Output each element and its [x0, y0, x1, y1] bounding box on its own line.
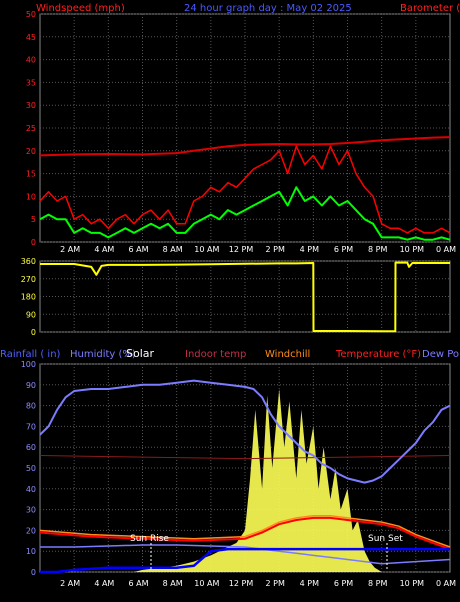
- graph-title: 24 hour graph day : May 02 2025: [184, 3, 352, 14]
- y-tick-label: 35: [26, 78, 36, 87]
- y-tick-label: 360: [21, 257, 36, 266]
- y-tick-label: 50: [26, 464, 36, 473]
- x-tick-label: 8 AM: [163, 579, 183, 588]
- wind-direction-line: [40, 261, 450, 333]
- solar-area: [40, 389, 450, 572]
- y-tick-label: 40: [26, 485, 36, 494]
- x-tick-label: 4 AM: [94, 579, 114, 588]
- y-tick-label: 0: [31, 328, 36, 337]
- x-tick-label: 8 AM: [163, 245, 183, 254]
- x-tick-label: 6 AM: [128, 579, 148, 588]
- sunset-label: Sun Set: [368, 534, 403, 544]
- y-tick-label: 45: [26, 33, 36, 42]
- legend-windchill: Windchill: [265, 349, 310, 360]
- y-tick-label: 25: [26, 124, 36, 133]
- y-tick-label: 180: [21, 293, 36, 302]
- y-tick-label: 10: [26, 547, 36, 556]
- y-tick-label: 70: [26, 422, 36, 431]
- x-tick-label: 8 PM: [368, 245, 387, 254]
- y-tick-label: 20: [26, 147, 36, 156]
- sunrise-label: Sun Rise: [130, 534, 169, 544]
- barometer-axis-title: Barometer (: [400, 3, 460, 14]
- x-tick-label: 12 PM: [229, 245, 254, 254]
- x-tick-label: 8 PM: [368, 579, 387, 588]
- x-tick-label: 10 AM: [194, 245, 219, 254]
- legend-dew-point: Dew Po: [422, 349, 459, 360]
- x-tick-label: 2 PM: [265, 579, 284, 588]
- x-tick-label: 12 PM: [229, 579, 254, 588]
- legend-humidity: Humidity (%): [70, 349, 136, 360]
- y-tick-label: 60: [26, 443, 36, 452]
- x-tick-label: 2 PM: [265, 245, 284, 254]
- rainfall-line: [40, 547, 450, 574]
- x-tick-label: 4 PM: [300, 245, 319, 254]
- y-tick-label: 270: [21, 275, 36, 284]
- y-tick-label: 10: [26, 192, 36, 201]
- x-tick-label: 4 PM: [300, 579, 319, 588]
- wind-average-line: [39, 186, 451, 241]
- dew-point-line: [40, 544, 451, 565]
- y-tick-label: 80: [26, 402, 36, 411]
- legend-rainfall: Rainfall ( in): [0, 349, 61, 360]
- y-tick-label: 5: [31, 215, 36, 224]
- y-tick-label: 40: [26, 56, 36, 65]
- temperature-line: [39, 516, 451, 551]
- indoor-temp-line: [39, 455, 451, 460]
- x-tick-label: 6 PM: [334, 579, 353, 588]
- y-tick-label: 30: [26, 101, 36, 110]
- data-series: [39, 136, 451, 574]
- x-tick-label: 10 PM: [400, 245, 425, 254]
- barometer-line: [39, 136, 451, 157]
- y-tick-label: 90: [26, 381, 36, 390]
- axis-ticks: 0 5 10 15 20 25 30 35 40 45 50 2 AM 4 AM 6 AM 8 AM 10 A…: [21, 10, 456, 588]
- windchill-line: [39, 515, 451, 548]
- y-tick-label: 30: [26, 506, 36, 515]
- y-tick-label: 15: [26, 170, 36, 179]
- x-tick-label: 6 PM: [334, 245, 353, 254]
- x-tick-label: 2 AM: [60, 579, 80, 588]
- x-tick-label: 10 AM: [194, 579, 219, 588]
- legend-solar: Solar: [126, 347, 155, 360]
- x-tick-label: 0 AM: [436, 245, 456, 254]
- x-tick-label: 4 AM: [94, 245, 114, 254]
- x-tick-label: 10 PM: [400, 579, 425, 588]
- wind-gust-line: [39, 145, 451, 234]
- wind-axis-title: Windspeed (mph): [36, 3, 125, 14]
- humidity-line: [39, 379, 451, 484]
- x-tick-label: 0 AM: [436, 579, 456, 588]
- y-tick-label: 50: [26, 10, 36, 19]
- y-tick-label: 0: [31, 568, 36, 577]
- y-tick-label: 20: [26, 526, 36, 535]
- x-tick-label: 2 AM: [60, 245, 80, 254]
- x-tick-label: 6 AM: [128, 245, 148, 254]
- y-tick-label: 0: [31, 238, 36, 247]
- legend-temperature: Temperature (°F): [335, 349, 421, 360]
- y-tick-label: 100: [21, 360, 36, 369]
- legend-indoor-temp: Indoor temp: [185, 349, 246, 360]
- y-tick-label: 90: [26, 310, 36, 319]
